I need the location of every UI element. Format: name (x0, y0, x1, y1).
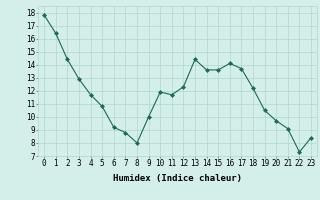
X-axis label: Humidex (Indice chaleur): Humidex (Indice chaleur) (113, 174, 242, 183)
